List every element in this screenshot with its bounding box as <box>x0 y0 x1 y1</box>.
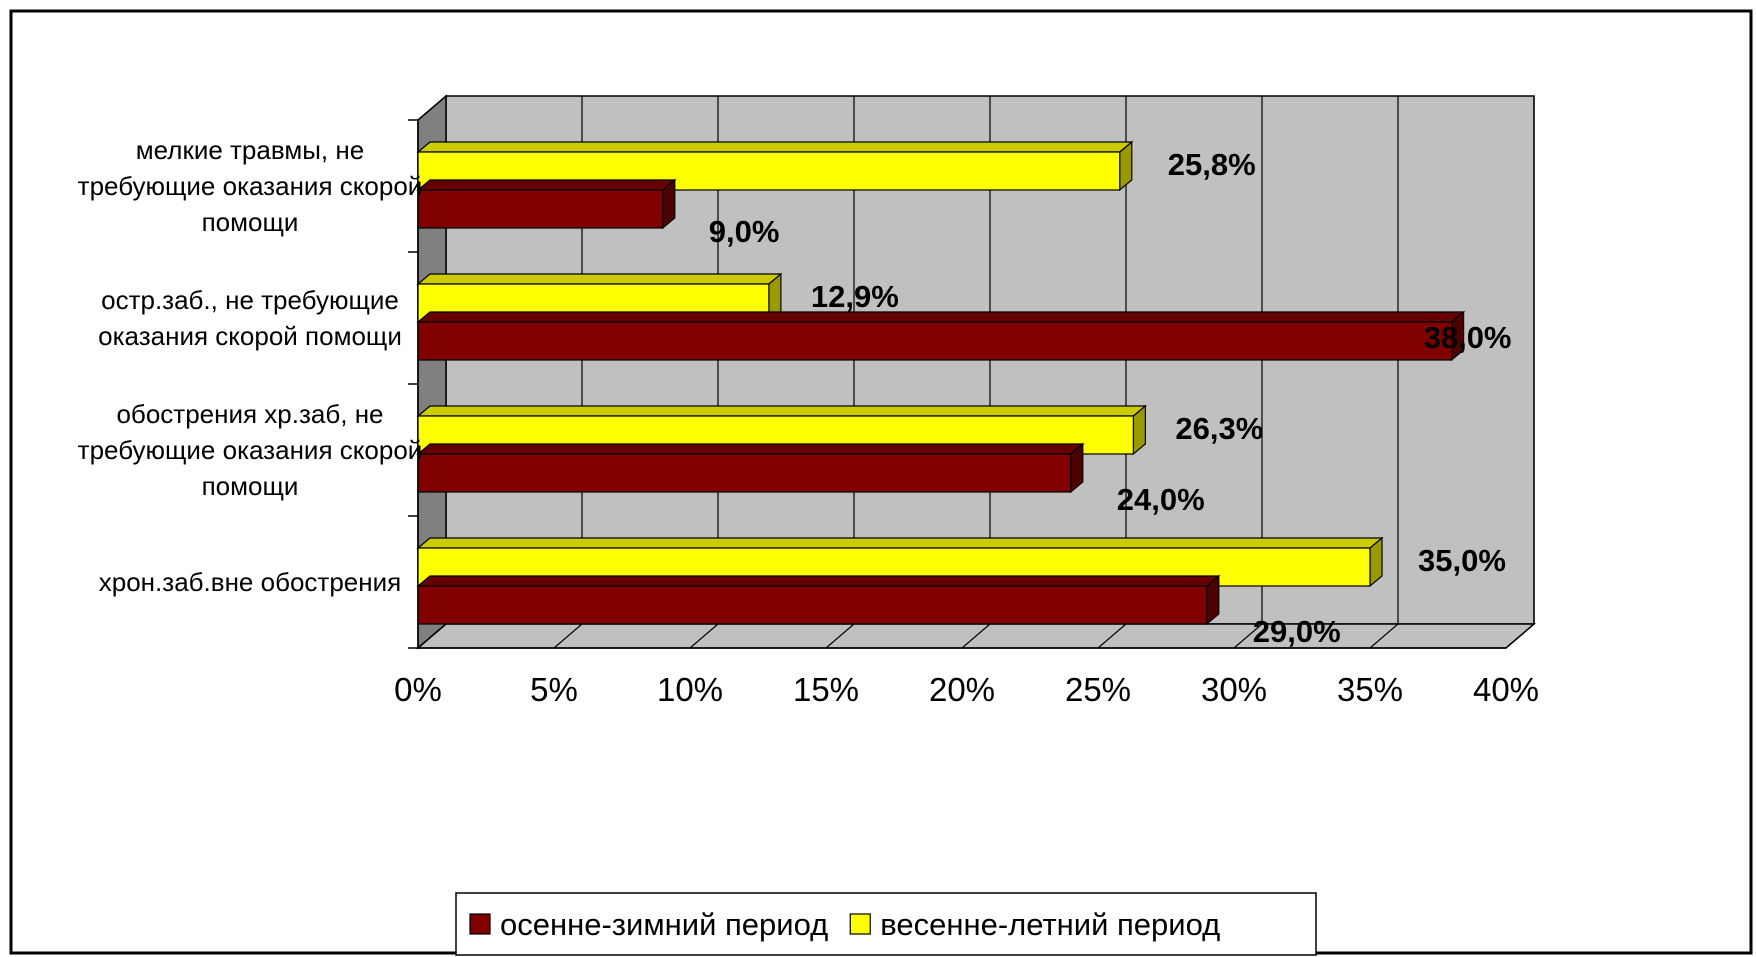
floor-gridline <box>417 623 447 649</box>
x-tick-label: 35% <box>1337 671 1403 708</box>
bar <box>417 453 1072 493</box>
bar <box>417 585 1208 625</box>
bar-top <box>416 311 1466 323</box>
floor-gridline <box>553 623 583 649</box>
bar-top <box>416 537 1384 549</box>
floor-gridline <box>1233 623 1263 649</box>
category-label: обострения хр.заб, не <box>116 399 383 429</box>
bar-top <box>416 273 783 285</box>
bar-top <box>416 443 1085 455</box>
data-label: 12,9% <box>811 279 899 314</box>
data-label: 26,3% <box>1175 411 1263 446</box>
legend-swatch <box>469 913 491 935</box>
x-tick-label: 40% <box>1473 671 1539 708</box>
floor-gridline <box>1505 623 1535 649</box>
legend-label: весенне-летний период <box>880 907 1220 942</box>
category-label: помощи <box>202 471 299 501</box>
bar-top <box>416 179 677 191</box>
plot-area: 0% 5% 10% 15% 20% 25% 30% 35% 40% 25,8% 9,0% мелкие… <box>78 94 1539 708</box>
data-label: 29,0% <box>1253 614 1341 649</box>
floor-gridline <box>1097 623 1127 649</box>
data-label: 25,8% <box>1168 147 1256 182</box>
floor-gridline <box>825 623 855 649</box>
category-label: помощи <box>202 207 299 237</box>
legend-label: осенне-зимний период <box>500 907 828 942</box>
x-tick-label: 25% <box>1065 671 1131 708</box>
data-label: 38,0% <box>1424 320 1512 355</box>
category-label: мелкие травмы, не <box>136 135 364 165</box>
category-label: требующие оказания скорой <box>78 435 423 465</box>
category-label: требующие оказания скорой <box>78 171 423 201</box>
legend: осенне-зимний период весенне-летний перио… <box>455 892 1317 956</box>
category-label: оказания скорой помощи <box>98 321 402 351</box>
data-label: 24,0% <box>1117 482 1205 517</box>
bar <box>417 321 1453 361</box>
x-tick-label: 0% <box>394 671 442 708</box>
bar-top <box>416 141 1134 153</box>
legend-swatch <box>849 913 871 935</box>
category-label: хрон.заб.вне обострения <box>99 567 401 597</box>
x-tick-label: 5% <box>530 671 578 708</box>
bar-top <box>416 405 1148 417</box>
bar-top <box>416 575 1221 587</box>
legend-box <box>455 892 1317 956</box>
floor-gridline <box>689 623 719 649</box>
floor-gridline <box>1369 623 1399 649</box>
x-tick-label: 30% <box>1201 671 1267 708</box>
x-tick-label: 20% <box>929 671 995 708</box>
category-label: остр.заб., не требующие <box>101 285 399 315</box>
data-label: 9,0% <box>709 214 780 249</box>
x-tick-label: 15% <box>793 671 859 708</box>
floor-gridline <box>961 623 991 649</box>
bar <box>417 189 664 229</box>
data-label: 35,0% <box>1418 543 1506 578</box>
x-tick-label: 10% <box>657 671 723 708</box>
